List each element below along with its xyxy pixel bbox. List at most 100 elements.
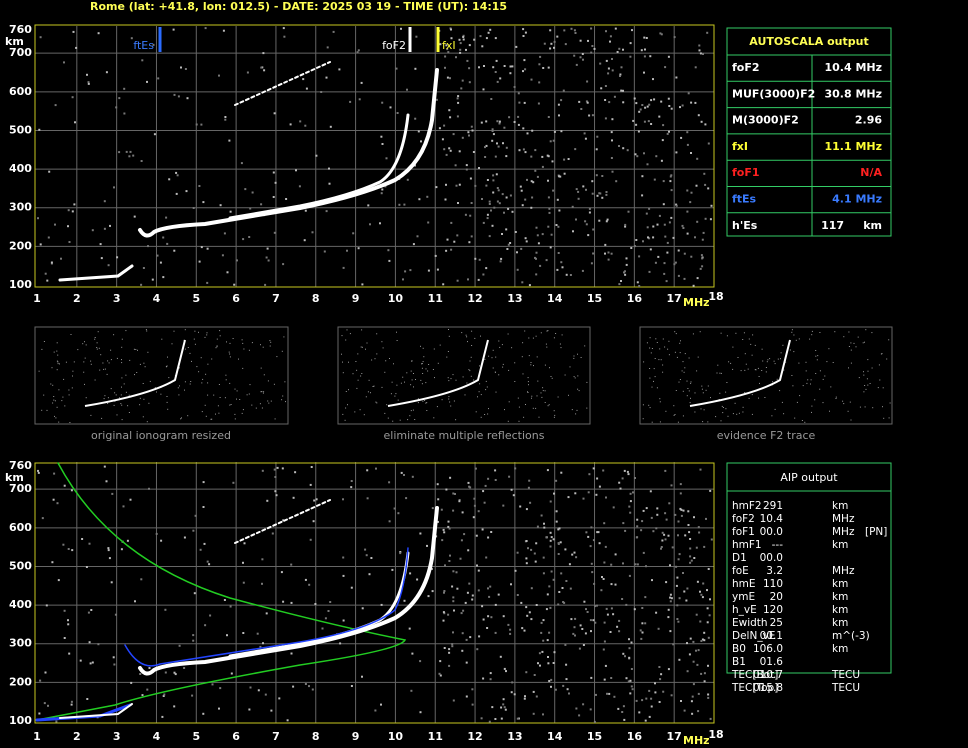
- noise-dot: [120, 403, 122, 405]
- noise-dot: [594, 605, 597, 608]
- noise-dot: [500, 717, 503, 720]
- noise-dot: [547, 330, 549, 332]
- noise-dot: [646, 342, 648, 344]
- noise-dot: [816, 359, 818, 361]
- noise-dot: [771, 415, 773, 417]
- noise-dot: [488, 203, 491, 205]
- noise-dot: [759, 382, 760, 384]
- noise-dot: [732, 413, 734, 415]
- noise-dot: [452, 509, 455, 512]
- noise-dot: [491, 139, 494, 142]
- noise-dot: [381, 386, 383, 388]
- noise-dot: [455, 379, 457, 381]
- noise-dot: [666, 241, 669, 244]
- noise-dot: [443, 612, 446, 615]
- noise-dot: [761, 348, 763, 350]
- noise-dot: [482, 490, 485, 493]
- noise-dot: [527, 547, 529, 550]
- noise-dot: [843, 336, 845, 338]
- noise-dot: [470, 356, 472, 358]
- thumbnail-trace: [387, 339, 489, 407]
- noise-dot: [374, 709, 377, 712]
- noise-dot: [697, 649, 700, 652]
- noise-dot: [186, 97, 189, 100]
- noise-dot: [465, 164, 468, 167]
- noise-dot: [613, 695, 616, 698]
- noise-dot: [503, 667, 506, 670]
- noise-dot: [850, 342, 852, 344]
- noise-dot: [886, 358, 888, 360]
- x-tick-label: 17: [667, 730, 682, 743]
- noise-dot: [236, 398, 237, 400]
- noise-dot: [420, 140, 422, 143]
- noise-dot: [505, 196, 508, 199]
- noise-dot: [590, 562, 593, 565]
- noise-dot: [168, 377, 170, 379]
- noise-dot: [560, 130, 563, 133]
- noise-dot: [157, 77, 160, 80]
- noise-dot: [53, 351, 55, 353]
- noise-dot: [234, 388, 236, 390]
- noise-dot: [867, 370, 869, 372]
- noise-dot: [435, 186, 438, 189]
- noise-dot: [496, 80, 499, 83]
- noise-dot: [626, 149, 629, 152]
- noise-dot: [618, 481, 621, 484]
- noise-dot: [515, 45, 518, 48]
- noise-dot: [641, 104, 644, 106]
- x-tick-label: 16: [627, 292, 643, 305]
- noise-dot: [558, 527, 561, 530]
- noise-dot: [774, 363, 776, 365]
- noise-dot: [471, 345, 473, 346]
- noise-dot: [624, 223, 627, 226]
- noise-dot: [466, 336, 468, 338]
- noise-dot: [689, 555, 692, 558]
- noise-dot: [505, 228, 508, 231]
- noise-dot: [577, 375, 579, 377]
- noise-dot: [54, 104, 57, 107]
- noise-dot: [468, 241, 471, 244]
- noise-dot: [526, 132, 529, 135]
- noise-dot: [178, 644, 181, 647]
- noise-dot: [229, 210, 232, 213]
- noise-dot: [67, 548, 70, 550]
- noise-dot: [658, 115, 661, 118]
- noise-dot: [674, 331, 676, 333]
- noise-dot: [448, 664, 451, 667]
- noise-dot: [371, 359, 373, 361]
- noise-dot: [270, 709, 273, 712]
- noise-dot: [796, 401, 798, 403]
- table-title: AIP output: [780, 471, 838, 484]
- noise-dot: [183, 536, 186, 539]
- noise-dot: [826, 361, 828, 363]
- noise-dot: [774, 408, 776, 410]
- noise-dot: [549, 531, 552, 534]
- noise-dot: [564, 374, 566, 376]
- noise-dot: [469, 370, 471, 372]
- noise-dot: [502, 615, 505, 618]
- noise-dot: [699, 331, 701, 333]
- x-tick-label: 18: [708, 728, 723, 741]
- noise-dot: [643, 71, 645, 74]
- noise-dot: [680, 700, 682, 702]
- noise-dot: [649, 55, 652, 58]
- param-unit: m^(-3): [832, 630, 870, 642]
- noise-dot: [243, 542, 246, 545]
- noise-dot: [516, 268, 519, 271]
- noise-dot: [751, 394, 753, 396]
- noise-dot: [462, 376, 464, 378]
- param-value: 106.0: [753, 643, 783, 655]
- noise-dot: [644, 719, 647, 722]
- noise-dot: [184, 329, 186, 331]
- noise-dot: [211, 683, 214, 686]
- noise-dot: [224, 118, 227, 121]
- noise-dot: [345, 407, 347, 409]
- noise-dot: [69, 422, 71, 423]
- noise-dot: [511, 210, 514, 213]
- noise-dot: [121, 377, 123, 379]
- noise-dot: [593, 582, 596, 585]
- noise-dot: [543, 526, 546, 529]
- noise-dot: [548, 680, 551, 682]
- noise-dot: [669, 600, 672, 603]
